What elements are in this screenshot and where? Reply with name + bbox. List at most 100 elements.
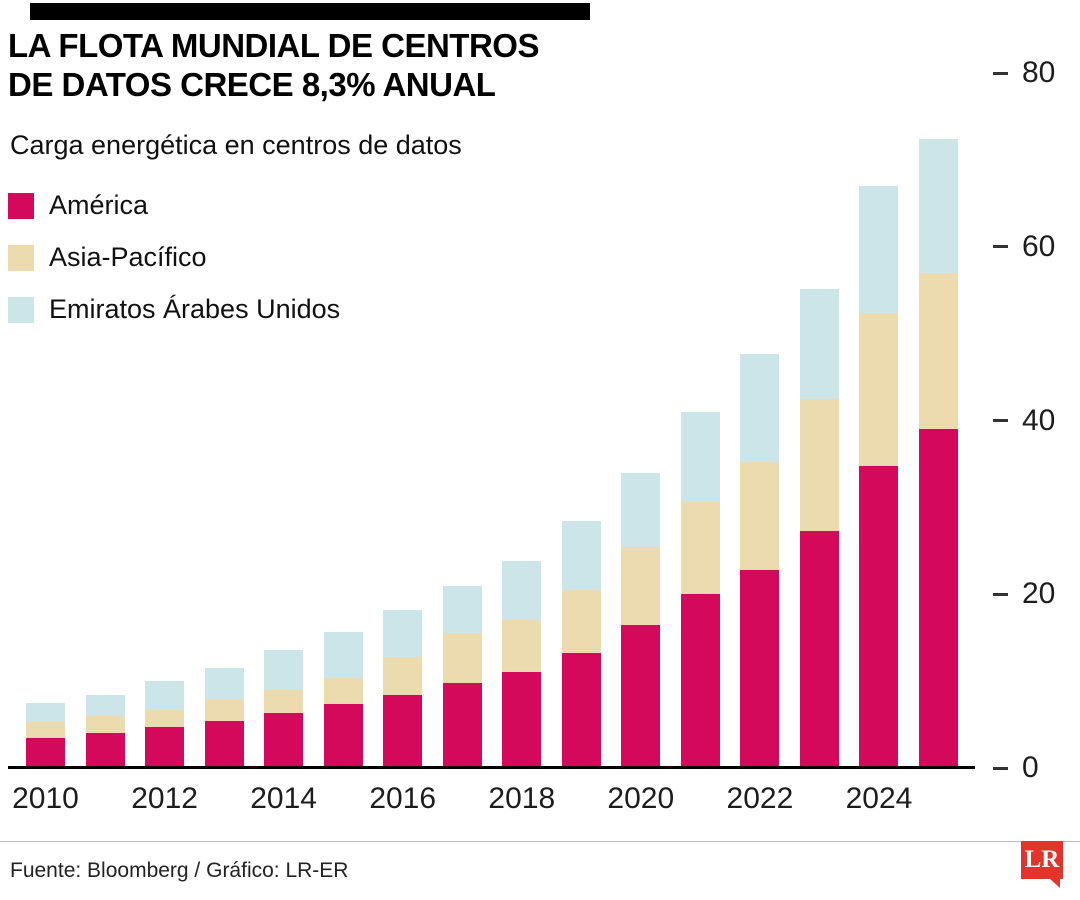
bar-segment-2022-am-rica <box>740 569 780 768</box>
bar-2017 <box>442 73 482 768</box>
bar-segment-2014-asia-pac-fico <box>264 689 304 714</box>
bar-segment-2015-am-rica <box>323 703 363 768</box>
x-axis-label-2014: 2014 <box>250 782 317 815</box>
bar-segment-2021-asia-pac-fico <box>680 502 720 595</box>
x-axis-label-2018: 2018 <box>488 782 556 815</box>
legend-label-america: América <box>49 190 149 220</box>
bar-segment-2022-asia-pac-fico <box>740 462 780 570</box>
x-axis-labels: 2010 2012 2014 2016 2018 2020 2022 2024 <box>12 782 958 822</box>
bar-segment-2012-emiratos-rabes-unidos <box>145 681 185 710</box>
bar-segment-2016-am-rica <box>383 695 423 768</box>
bar-2018 <box>502 73 542 768</box>
y-tick-label-60: 60 <box>1022 229 1056 263</box>
bar-segment-2011-emiratos-rabes-unidos <box>85 695 125 716</box>
bar-segment-2025-asia-pac-fico <box>918 272 958 430</box>
bar-segment-2018-emiratos-rabes-unidos <box>502 561 542 621</box>
title-line-1: LA FLOTA MUNDIAL DE CENTROS <box>8 27 539 64</box>
y-tick-mark-80 <box>993 71 1008 75</box>
bar-2014 <box>264 73 304 768</box>
bar-segment-2019-asia-pac-fico <box>561 589 601 654</box>
bar-segment-2023-asia-pac-fico <box>799 398 839 531</box>
bar-segment-2019-emiratos-rabes-unidos <box>561 521 601 590</box>
bar-segment-2023-emiratos-rabes-unidos <box>799 289 839 399</box>
bar-segment-2023-am-rica <box>799 530 839 768</box>
bar-segment-2018-am-rica <box>502 672 542 768</box>
bar-2010 <box>26 73 65 768</box>
source-credit: Fuente: Bloomberg / Gráfico: LR-ER <box>10 859 349 882</box>
bar-2024 <box>859 73 899 768</box>
bar-2020 <box>621 73 661 768</box>
bar-segment-2013-am-rica <box>204 721 244 768</box>
bar-segment-2024-asia-pac-fico <box>859 312 899 466</box>
bar-segment-2015-asia-pac-fico <box>323 677 363 704</box>
lr-logo: LR <box>1021 841 1063 888</box>
bar-segment-2011-asia-pac-fico <box>85 715 125 734</box>
legend-swatch-emiratos-arabes-unidos <box>8 296 34 323</box>
bar-segment-2016-asia-pac-fico <box>383 656 423 695</box>
bar-segment-2020-asia-pac-fico <box>621 546 661 625</box>
bar-2019 <box>561 73 601 768</box>
y-tick-mark-60 <box>993 245 1008 249</box>
bar-segment-2010-asia-pac-fico <box>26 722 65 738</box>
x-axis-label-2016: 2016 <box>369 782 437 815</box>
y-tick-mark-40 <box>993 419 1008 422</box>
legend-swatch-america <box>8 192 34 219</box>
stacked-bar-plot <box>26 73 958 768</box>
bar-segment-2024-am-rica <box>859 465 899 768</box>
bar-segment-2025-emiratos-rabes-unidos <box>918 139 958 273</box>
bar-segment-2018-asia-pac-fico <box>502 620 542 673</box>
legend-item-emiratos-arabes-unidos: Emiratos Árabes Unidos <box>8 294 340 325</box>
legend-label-emiratos-arabes-unidos: Emiratos Árabes Unidos <box>49 294 341 324</box>
bar-2012 <box>145 73 185 768</box>
bar-segment-2021-am-rica <box>680 594 720 768</box>
chart-subtitle: Carga energética en centros de datos <box>10 130 462 160</box>
bar-2013 <box>204 73 244 768</box>
page-title: LA FLOTA MUNDIAL DE CENTROS DE DATOS CREC… <box>8 26 539 104</box>
bar-2025 <box>918 73 958 768</box>
bar-segment-2011-am-rica <box>85 733 125 768</box>
x-axis-label-2012: 2012 <box>131 782 198 815</box>
bar-2016 <box>383 73 423 768</box>
bar-segment-2017-asia-pac-fico <box>442 633 482 683</box>
bar-segment-2022-emiratos-rabes-unidos <box>740 353 780 463</box>
bar-segment-2012-am-rica <box>145 727 185 768</box>
bar-segment-2015-emiratos-rabes-unidos <box>323 632 363 678</box>
bar-2015 <box>323 73 363 768</box>
bar-segment-2019-am-rica <box>561 653 601 768</box>
y-tick-label-20: 20 <box>1022 577 1056 611</box>
x-axis-label-2022: 2022 <box>726 782 794 815</box>
y-tick-label-0: 0 <box>1022 751 1039 784</box>
bar-segment-2016-emiratos-rabes-unidos <box>383 609 423 657</box>
bar-segment-2021-emiratos-rabes-unidos <box>680 411 720 503</box>
bar-2022 <box>740 73 780 768</box>
x-axis-label-2024: 2024 <box>845 782 913 815</box>
y-axis-ticks: 0 20 40 60 80 <box>993 56 1080 784</box>
bar-segment-2017-emiratos-rabes-unidos <box>442 585 482 634</box>
bar-segment-2014-emiratos-rabes-unidos <box>264 649 304 690</box>
bar-segment-2017-am-rica <box>442 682 482 768</box>
bar-2023 <box>799 73 839 768</box>
x-axis-label-2020: 2020 <box>607 782 675 815</box>
bar-segment-2013-emiratos-rabes-unidos <box>204 668 244 701</box>
y-tick-label-40: 40 <box>1022 403 1056 437</box>
chart-legend: América Asia-Pacífico Emiratos Árabes Un… <box>8 190 340 325</box>
bar-segment-2010-emiratos-rabes-unidos <box>26 702 65 723</box>
bar-segment-2025-am-rica <box>918 429 958 768</box>
bar-segment-2014-am-rica <box>264 713 304 768</box>
y-tick-mark-0 <box>993 766 1008 770</box>
bar-segment-2024-emiratos-rabes-unidos <box>859 186 899 313</box>
bar-segment-2020-emiratos-rabes-unidos <box>621 472 661 547</box>
bar-2011 <box>85 73 125 768</box>
legend-label-asia-pacifico: Asia-Pacífico <box>49 242 207 272</box>
bar-segment-2020-am-rica <box>621 624 661 768</box>
y-tick-mark-20 <box>993 592 1008 596</box>
legend-swatch-asia-pacifico <box>8 244 34 271</box>
bar-2021 <box>680 73 720 768</box>
top-accent-bar <box>30 3 590 20</box>
bar-segment-2013-asia-pac-fico <box>204 700 244 722</box>
title-line-2: DE DATOS CRECE 8,3% ANUAL <box>8 66 496 103</box>
legend-item-asia-pacifico: Asia-Pacífico <box>8 242 340 273</box>
bar-segment-2010-am-rica <box>26 737 65 768</box>
legend-item-america: América <box>8 190 340 221</box>
